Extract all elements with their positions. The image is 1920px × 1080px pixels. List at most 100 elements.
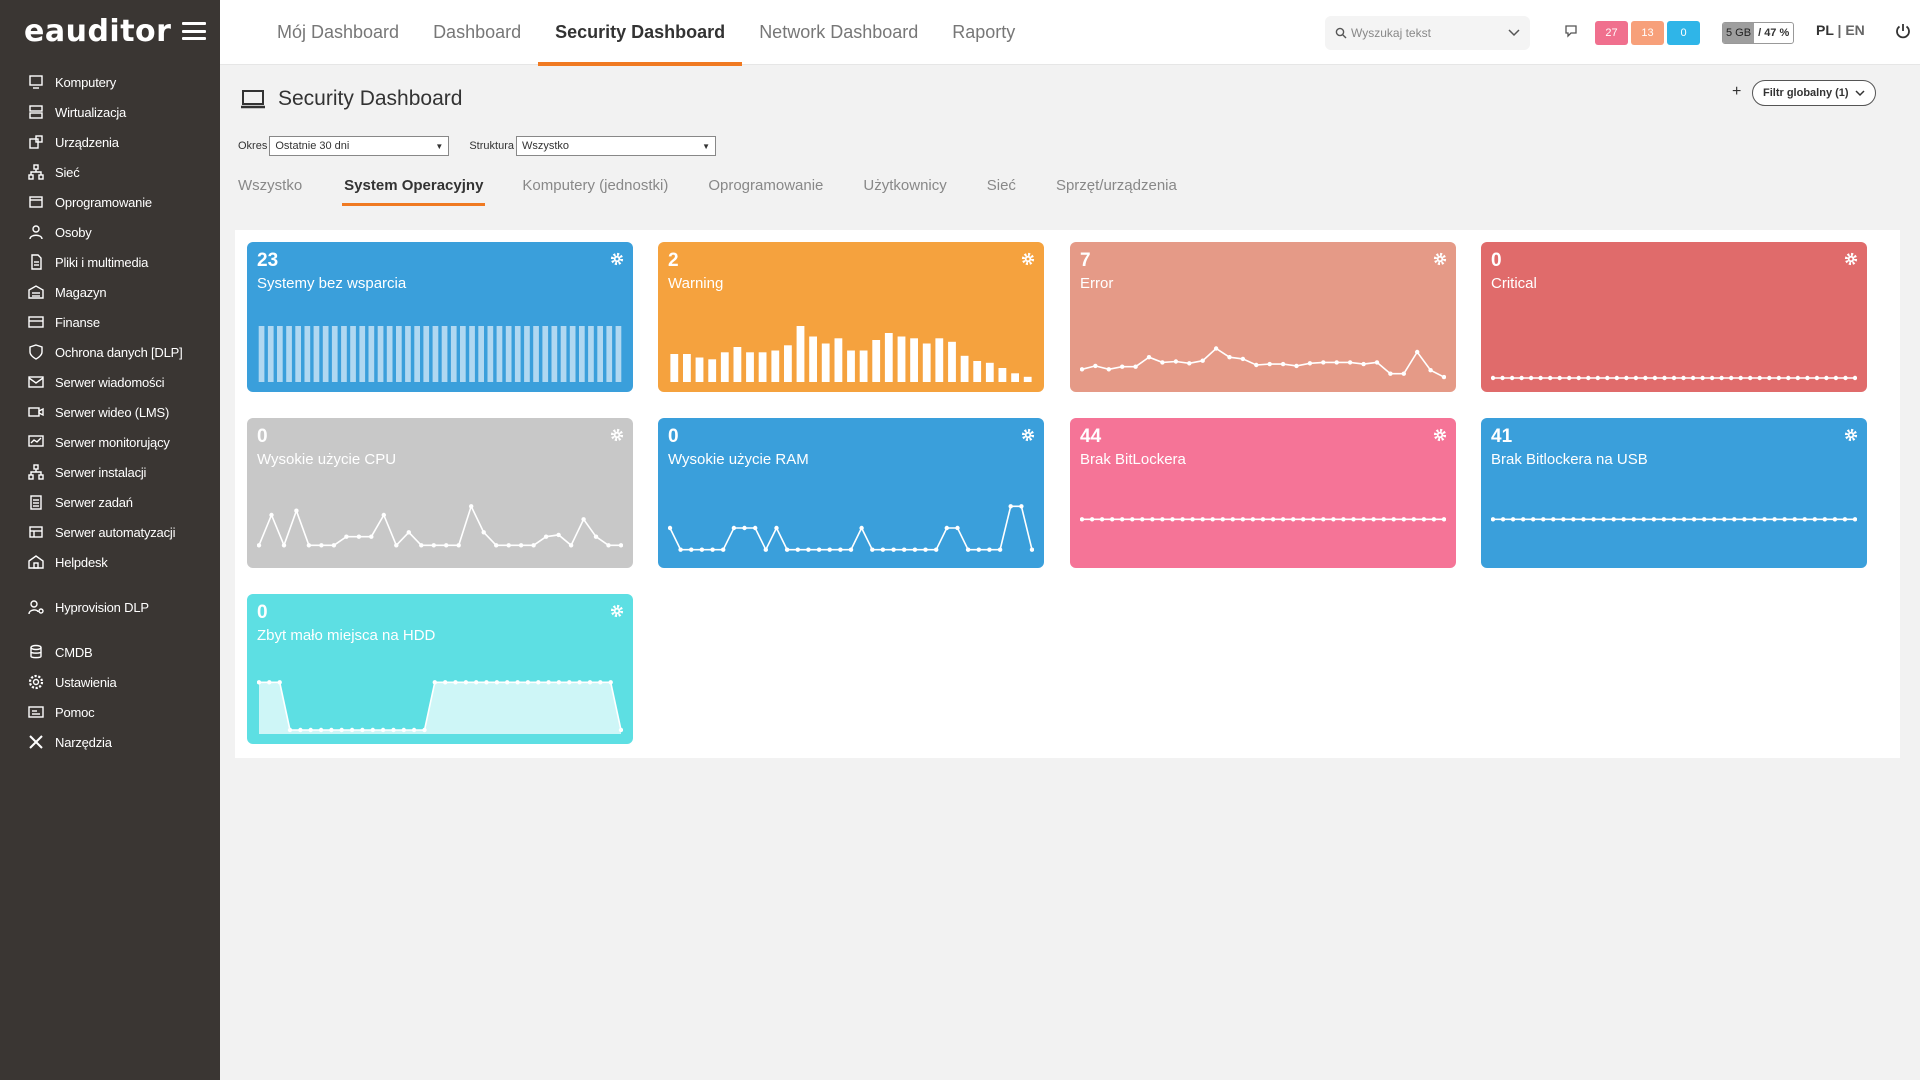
widget-card[interactable]: 41 Brak Bitlockera na USB [1481, 418, 1867, 568]
widget-card[interactable]: 44 Brak BitLockera [1070, 418, 1456, 568]
gear-icon[interactable] [610, 428, 624, 442]
widget-card[interactable]: 0 Zbyt mało miejsca na HDD [247, 594, 633, 744]
sidebar-item-narzędzia[interactable]: Narzędzia [0, 727, 220, 757]
warehouse-icon [28, 284, 44, 300]
sparkline-point [598, 680, 603, 685]
sparkline-point [1681, 517, 1687, 522]
subtab-wszystko[interactable]: Wszystko [238, 177, 303, 194]
sparkline-point [1120, 517, 1125, 522]
sidebar-item-ochrona-danych-dlp[interactable]: Ochrona danych [DLP] [0, 337, 220, 367]
sidebar-item-serwer-wideo-lms[interactable]: Serwer wideo (LMS) [0, 397, 220, 427]
sparkline-point [1391, 517, 1396, 522]
widget-card[interactable]: 0 Critical [1481, 242, 1867, 392]
sparkline-point [267, 680, 272, 685]
gear-icon[interactable] [1021, 428, 1035, 442]
sparkline-point [1601, 517, 1606, 522]
sparkline-bar [1023, 376, 1032, 382]
sidebar-item-serwer-automatyzacji[interactable]: Serwer automatyzacji [0, 517, 220, 547]
notification-badge[interactable]: 13 [1631, 21, 1664, 45]
sidebar-item-oprogramowanie[interactable]: Oprogramowanie [0, 187, 220, 217]
widget-card[interactable]: 0 Wysokie użycie RAM [658, 418, 1044, 568]
sparkline-point [1190, 517, 1195, 522]
sparkline-bar [405, 326, 411, 382]
lang-en[interactable]: EN [1845, 22, 1865, 38]
sidebar-item-cmdb[interactable]: CMDB [0, 637, 220, 667]
hamburger-menu-icon[interactable] [182, 22, 206, 40]
app-logo[interactable]: eauditor [24, 13, 172, 49]
subtab-sprzęt-urządzenia[interactable]: Sprzęt/urządzenia [1055, 177, 1177, 194]
okres-select[interactable]: Ostatnie 30 dni ▼ [269, 136, 450, 156]
tab-dashboard[interactable]: Dashboard [433, 22, 522, 42]
sparkline-bar [304, 326, 311, 382]
chat-icon[interactable] [1564, 24, 1578, 38]
gear-icon[interactable] [610, 252, 624, 266]
sparkline-point [1110, 517, 1115, 522]
gear-icon [28, 674, 44, 690]
sparkline-point [1611, 517, 1616, 522]
sidebar-item-wirtualizacja[interactable]: Wirtualizacja [0, 97, 220, 127]
storage-indicator[interactable]: 5 GB / 47 % [1722, 22, 1795, 44]
widget-card[interactable]: 2 Warning [658, 242, 1044, 392]
gear-icon[interactable] [1844, 252, 1858, 266]
sidebar-item-serwer-zadań[interactable]: Serwer zadań [0, 487, 220, 517]
sparkline-point [1832, 517, 1838, 522]
gear-icon[interactable] [610, 604, 624, 618]
subtab-komputery-jednostki[interactable]: Komputery (jednostki) [522, 177, 669, 194]
sparkline-point [1371, 517, 1376, 522]
sparkline-point [356, 534, 362, 539]
sidebar-item-hyprovision-dlp[interactable]: Hyprovision DLP [0, 592, 220, 622]
add-button[interactable]: + [1732, 83, 1742, 100]
notification-badge[interactable]: 0 [1667, 21, 1700, 45]
sparkline-point [1311, 517, 1316, 522]
sparkline-point [422, 727, 427, 733]
sparkline-point [816, 547, 822, 552]
gear-icon[interactable] [1433, 428, 1447, 442]
global-filter-button[interactable]: Filtr globalny (1) [1752, 80, 1876, 106]
storage-used: 5 GB [1723, 23, 1755, 43]
tab-network-dashboard[interactable]: Network Dashboard [759, 22, 919, 42]
sidebar-item-serwer-monitorujący[interactable]: Serwer monitorujący [0, 427, 220, 457]
subtab-oprogramowanie[interactable]: Oprogramowanie [708, 177, 824, 194]
sidebar-item-pliki-i-multimedia[interactable]: Pliki i multimedia [0, 247, 220, 277]
subtab-użytkownicy[interactable]: Użytkownicy [863, 177, 947, 194]
sparkline-bar [859, 350, 868, 382]
tab-security-dashboard[interactable]: Security Dashboard [538, 0, 743, 66]
sparkline-point [848, 547, 854, 552]
sidebar-item-pomoc[interactable]: Pomoc [0, 697, 220, 727]
sparkline-point [902, 547, 907, 552]
sidebar-item-helpdesk[interactable]: Helpdesk [0, 547, 220, 577]
widget-card[interactable]: 23 Systemy bez wsparcia [247, 242, 633, 392]
subtab-system-operacyjny[interactable]: System Operacyjny [342, 177, 486, 207]
gear-icon[interactable] [1021, 252, 1035, 266]
sparkline-point [419, 543, 424, 548]
sidebar-item-sieć[interactable]: Sieć [0, 157, 220, 187]
sidebar-item-urządzenia[interactable]: Urządzenia [0, 127, 220, 157]
sparkline-point [546, 680, 551, 685]
struktura-select[interactable]: Wszystko ▼ [515, 136, 716, 156]
widget-card[interactable]: 0 Wysokie użycie CPU [247, 418, 633, 568]
sparkline-point [1814, 375, 1820, 381]
sidebar-item-osoby[interactable]: Osoby [0, 217, 220, 247]
sidebar-item-ustawienia[interactable]: Ustawienia [0, 667, 220, 697]
chevron-down-icon[interactable] [1508, 29, 1520, 37]
sparkline-point [710, 547, 715, 552]
widget-card[interactable]: 7 Error [1070, 242, 1456, 392]
sparkline-point [1280, 361, 1286, 367]
sparkline-point [1491, 517, 1496, 522]
gear-icon[interactable] [1433, 252, 1447, 266]
sparkline-bar [277, 326, 283, 382]
sidebar-item-magazyn[interactable]: Magazyn [0, 277, 220, 307]
sidebar-item-komputery[interactable]: Komputery [0, 67, 220, 97]
lang-pl[interactable]: PL [1816, 22, 1834, 38]
gear-icon[interactable] [1844, 428, 1858, 442]
sidebar-item-finanse[interactable]: Finanse [0, 307, 220, 337]
notification-badge[interactable]: 27 [1595, 21, 1628, 45]
subtab-sieć[interactable]: Sieć [986, 177, 1016, 194]
sidebar-item-serwer-wiadomości[interactable]: Serwer wiadomości [0, 367, 220, 397]
tab-raporty[interactable]: Raporty [952, 22, 1016, 42]
search-input[interactable]: Wyszukaj tekst [1325, 16, 1530, 50]
sidebar-item-serwer-instalacji[interactable]: Serwer instalacji [0, 457, 220, 487]
sparkline-bar [258, 326, 265, 382]
tab-mój-dashboard[interactable]: Mój Dashboard [277, 22, 400, 42]
power-icon[interactable] [1894, 22, 1912, 40]
